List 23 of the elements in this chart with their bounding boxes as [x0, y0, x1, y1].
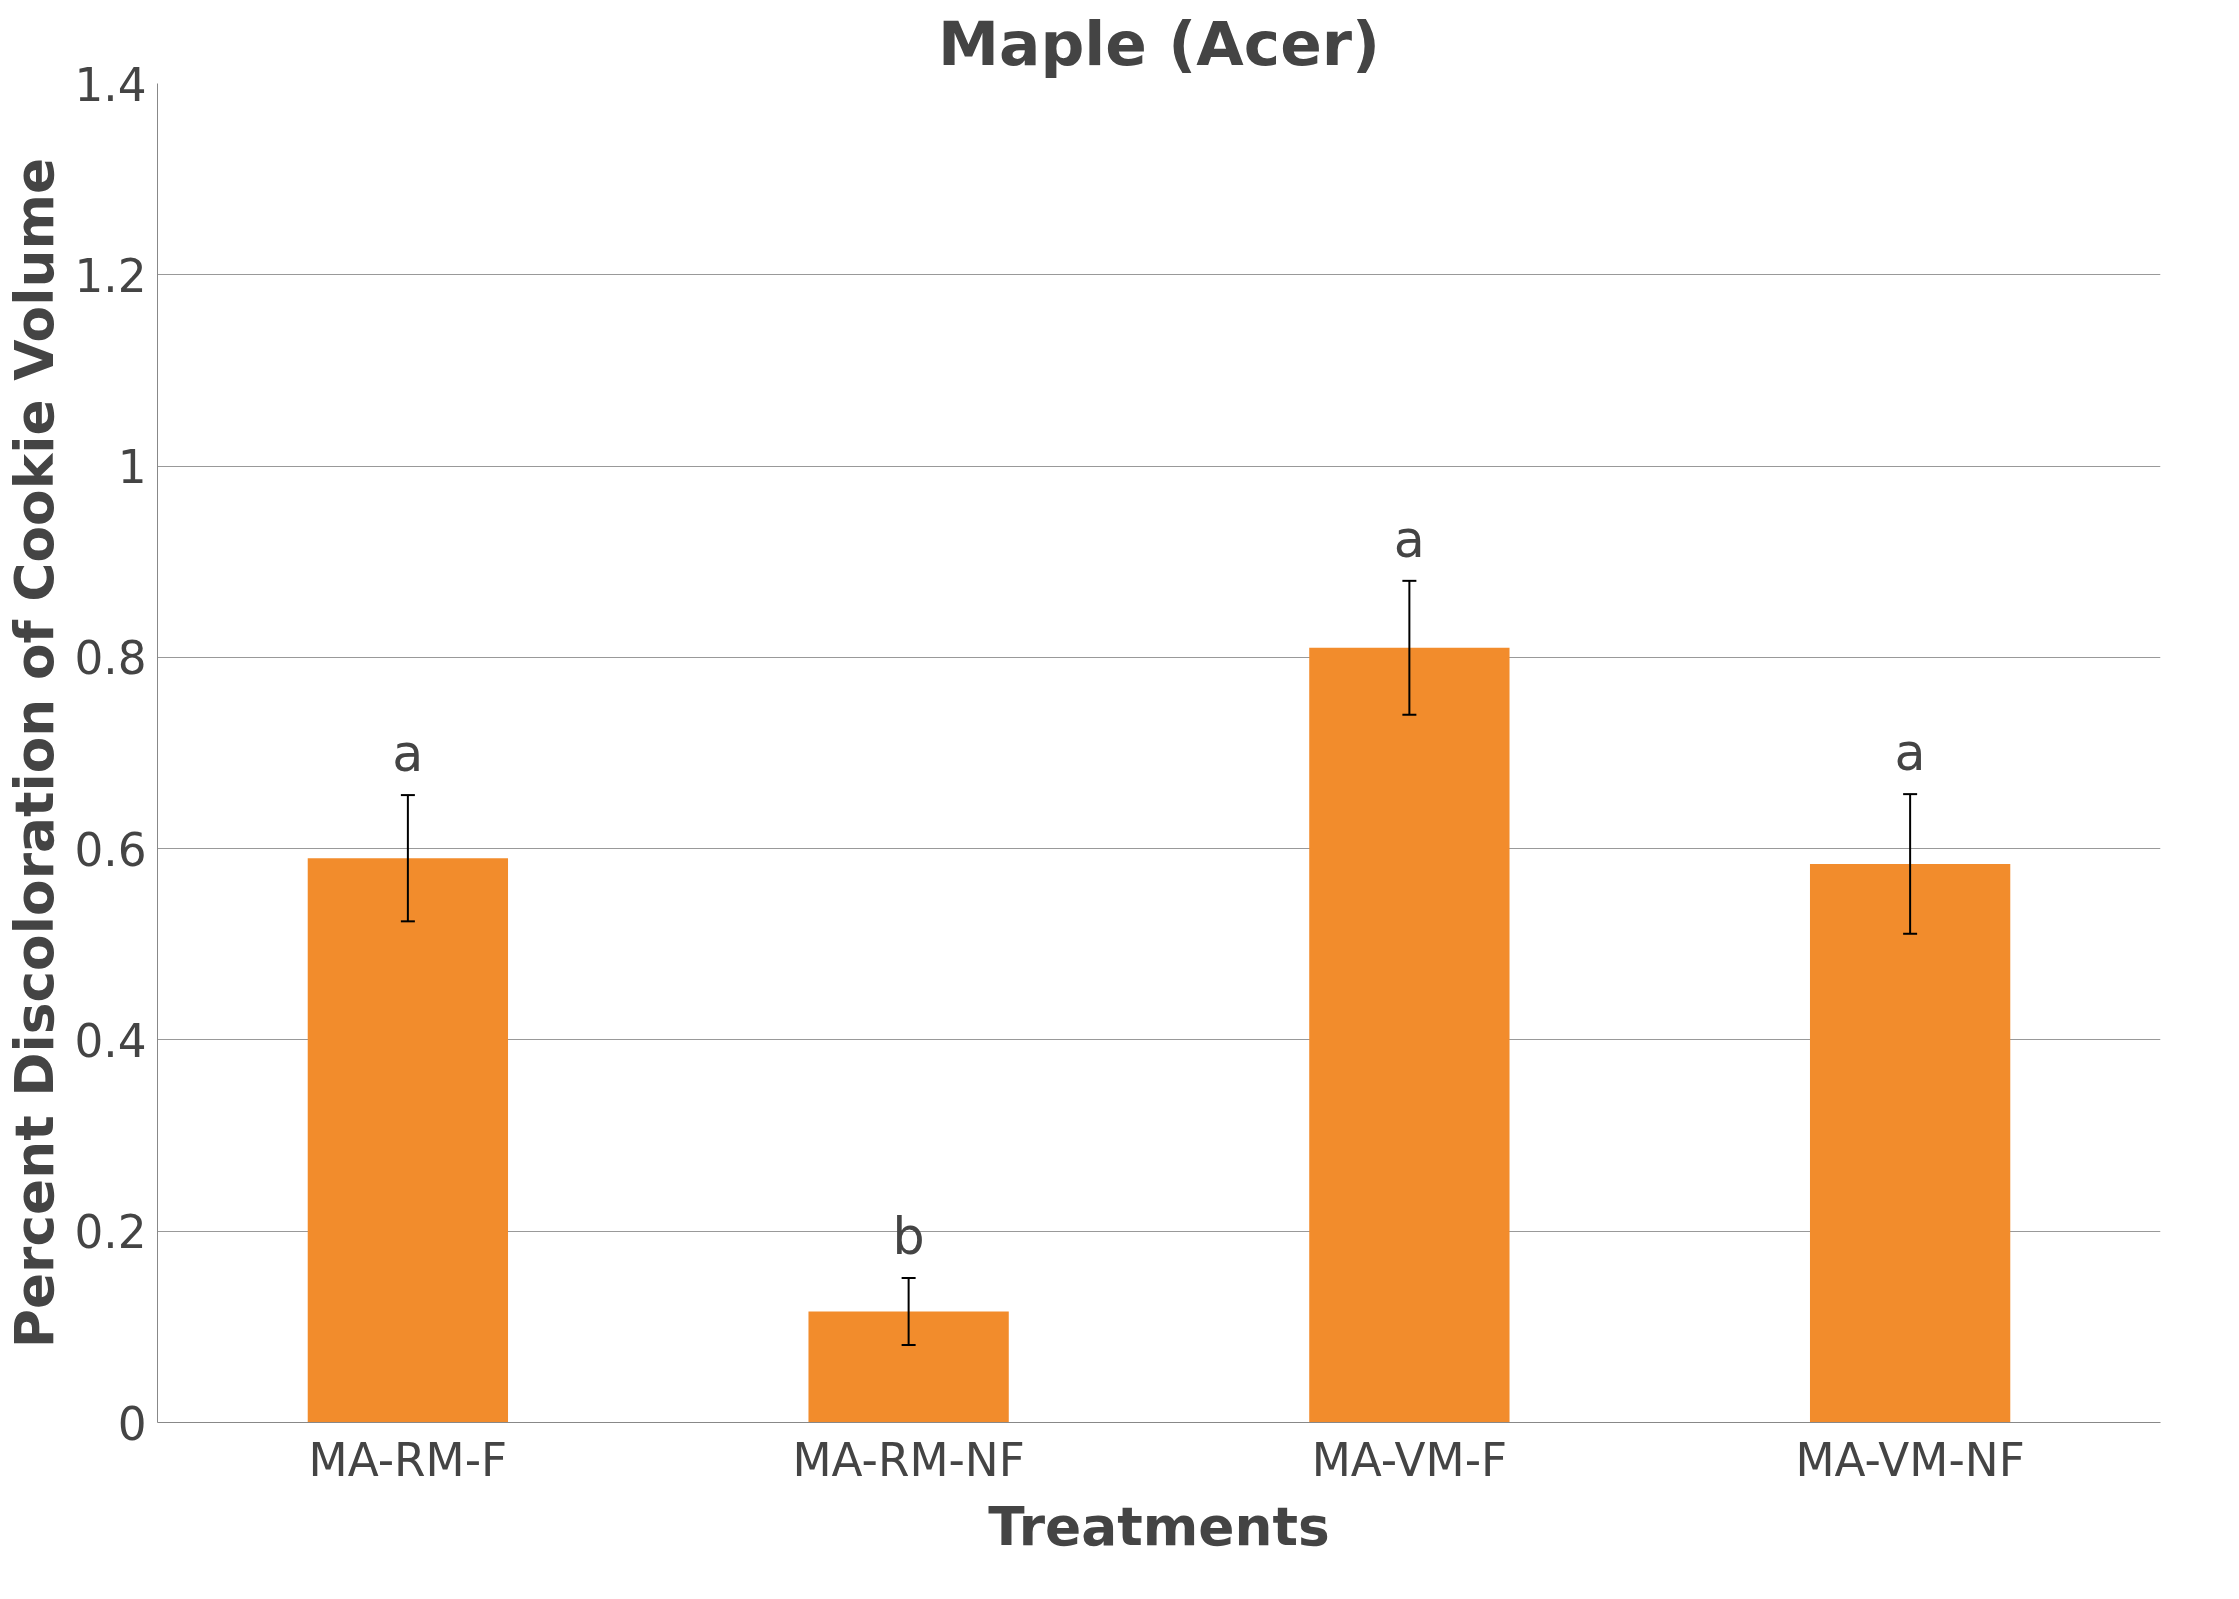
- annotation: a: [1393, 509, 1425, 569]
- y-tick-label: 0.6: [74, 823, 147, 877]
- annotation: a: [1894, 723, 1926, 783]
- x-tick-label: MA-VM-NF: [1795, 1433, 2025, 1487]
- bar: [808, 1311, 1009, 1423]
- bar: [1809, 863, 2011, 1423]
- x-tick-label: MA-RM-F: [308, 1433, 508, 1487]
- bar: [307, 858, 509, 1423]
- y-tick-label: 0.4: [74, 1014, 147, 1068]
- y-tick-label: 0: [117, 1397, 147, 1451]
- y-tick-label: 1.2: [74, 249, 147, 303]
- y-tick-label: 1.4: [74, 58, 147, 112]
- y-tick-label: 1: [117, 441, 147, 495]
- chart-title: Maple (Acer): [938, 7, 1380, 79]
- bar: [1309, 647, 1510, 1423]
- y-tick-label: 0.2: [74, 1206, 147, 1260]
- annotation: b: [892, 1207, 925, 1267]
- x-tick-label: MA-RM-NF: [792, 1433, 1025, 1487]
- y-tick-label: 0.8: [74, 632, 147, 686]
- annotation: a: [392, 724, 424, 784]
- y-axis-title: Percent Discoloration of Cookie Volume: [3, 157, 67, 1349]
- x-tick-label: MA-VM-F: [1311, 1433, 1508, 1487]
- x-axis-title: Treatments: [988, 1494, 1330, 1558]
